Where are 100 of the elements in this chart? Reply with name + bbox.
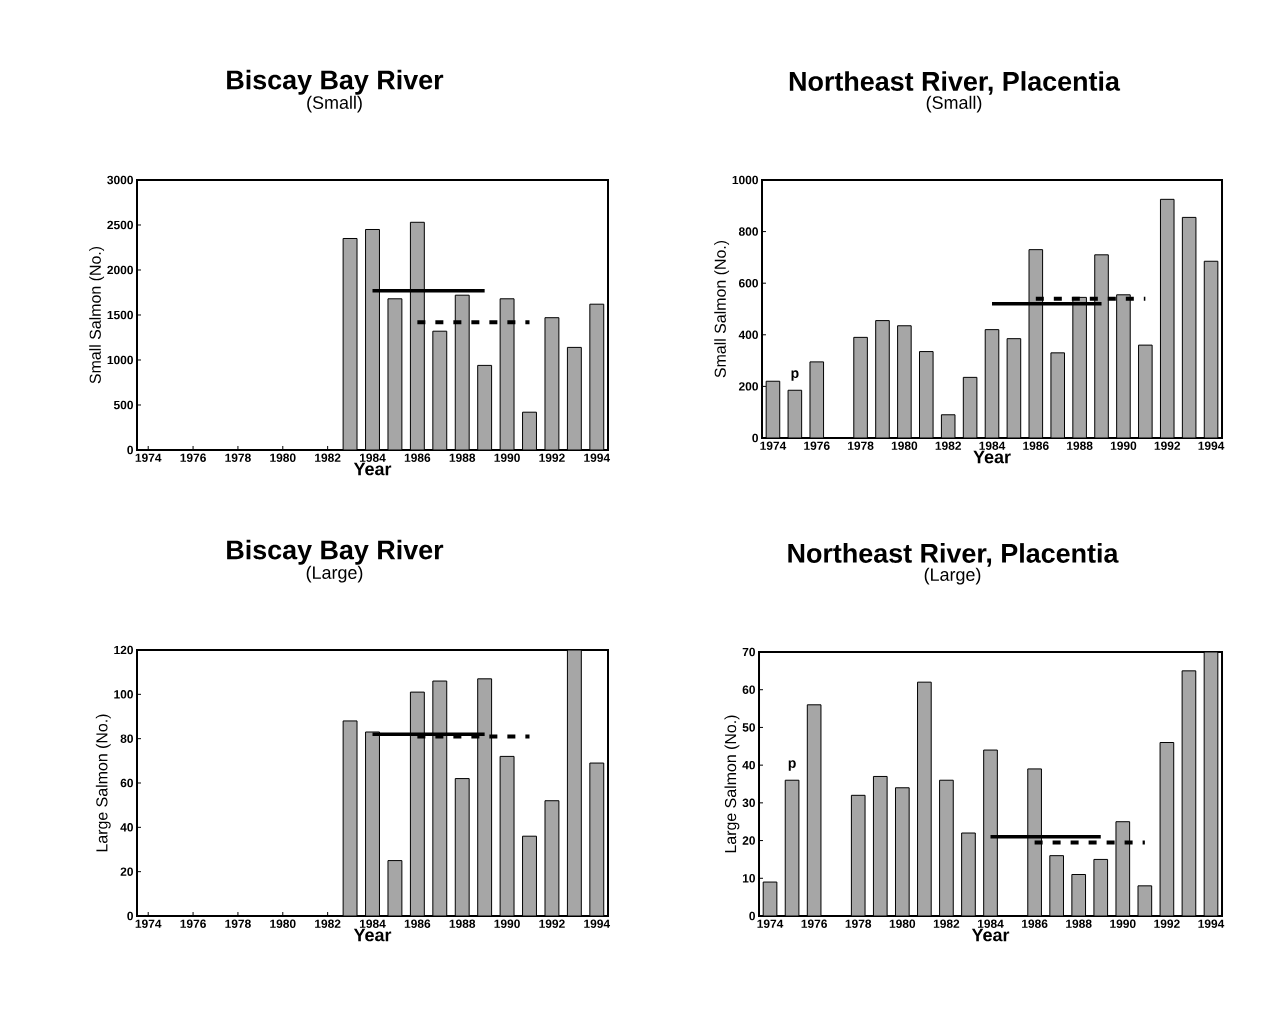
x-tick-label: 1992 [1154, 919, 1180, 928]
y-tick-label: 60 [120, 778, 133, 788]
bar [1072, 296, 1087, 438]
x-tick-label: 1990 [494, 919, 520, 928]
bar [1116, 294, 1131, 438]
x-axis-title: Year [973, 450, 1011, 464]
chart-title: Biscay Bay River [227, 69, 444, 95]
bar [566, 346, 582, 450]
bar [897, 325, 912, 438]
y-tick-label: 70 [742, 647, 755, 657]
x-tick-label: 1990 [1110, 441, 1137, 450]
x-tick-label: 1982 [935, 441, 962, 450]
y-axis-title: Large Salmon (No.) [724, 715, 740, 853]
bar [477, 678, 493, 916]
bar [522, 835, 537, 916]
y-tick-label: 50 [742, 723, 755, 732]
y-tick-label: 1000 [732, 175, 758, 185]
y-tick-label: 80 [120, 734, 133, 743]
y-tick-label: 40 [742, 760, 755, 770]
y-tick-label: 200 [738, 382, 758, 391]
x-tick-label: 1980 [889, 919, 916, 928]
x-axis-title: Year [971, 928, 1010, 942]
x-tick-label: 1976 [180, 453, 206, 462]
y-axis-title: Small Salmon (No.) [714, 240, 730, 378]
x-tick-label: 1976 [180, 919, 206, 928]
x-tick-label: 1992 [539, 919, 565, 928]
y-tick-label: 0 [749, 911, 755, 921]
bar [1094, 254, 1109, 438]
bar [566, 650, 582, 916]
x-tick-label: 1984 [359, 453, 386, 462]
x-tick-label: 1976 [801, 919, 827, 928]
y-tick-label: 20 [120, 867, 133, 876]
bar [917, 681, 932, 916]
bar [939, 779, 954, 916]
bar [983, 749, 998, 916]
x-tick-label: 1978 [845, 919, 872, 928]
x-tick-label: 1984 [977, 919, 1004, 928]
chart-subtitle: (Small) [926, 95, 982, 113]
x-tick-label: 1986 [1022, 919, 1048, 928]
y-tick-label: 2000 [107, 265, 133, 275]
bar [432, 680, 448, 916]
y-tick-label: 500 [113, 400, 133, 410]
bar [477, 364, 493, 450]
x-tick-label: 1994 [584, 919, 611, 928]
chart-subtitle: (Large) [924, 567, 981, 585]
x-tick-label: 1974 [760, 441, 787, 450]
x-tick-label: 1984 [359, 919, 386, 928]
y-tick-label: 0 [752, 433, 758, 443]
x-tick-label: 1986 [404, 919, 431, 928]
x-tick-label: 1988 [1067, 441, 1093, 450]
y-tick-label: 0 [127, 445, 133, 455]
x-tick-label: 1992 [1154, 441, 1181, 450]
y-tick-label: 100 [114, 690, 133, 699]
bar [894, 787, 910, 916]
bar [853, 336, 868, 438]
bar [589, 303, 605, 450]
chart-title: Northeast River, Placentia [788, 543, 1119, 567]
bar [589, 762, 605, 916]
y-tick-label: 40 [120, 823, 133, 832]
chart-subtitle: (Large) [306, 565, 363, 583]
y-tick-label: 3000 [107, 175, 133, 185]
x-tick-label: 1982 [933, 919, 960, 928]
y-tick-label: 30 [742, 798, 755, 808]
bar [432, 330, 448, 450]
bar [875, 320, 890, 438]
x-tick-label: 1984 [979, 441, 1006, 450]
y-tick-label: 120 [114, 645, 133, 655]
bar [961, 832, 976, 916]
x-tick-label: 1988 [1066, 919, 1092, 928]
x-tick-label: 1974 [135, 453, 162, 462]
x-tick-label: 1978 [225, 919, 251, 928]
x-tick-label: 1994 [584, 453, 611, 462]
x-tick-label: 1994 [1198, 441, 1225, 450]
chart-title: Biscay Bay River [227, 539, 444, 565]
x-tick-label: 1974 [757, 919, 784, 928]
y-tick-label: 10 [742, 874, 755, 883]
x-tick-label: 1990 [494, 453, 520, 462]
y-tick-label: 1500 [107, 310, 133, 320]
annotation: p [791, 370, 799, 381]
x-tick-label: 1988 [449, 453, 476, 462]
x-tick-label: 1974 [135, 919, 162, 928]
x-tick-label: 1986 [1023, 441, 1049, 450]
x-tick-label: 1980 [270, 453, 296, 462]
annotation: p [788, 760, 796, 771]
bar [454, 778, 470, 916]
bar [1027, 768, 1042, 916]
y-tick-label: 2500 [107, 220, 133, 230]
x-tick-label: 1982 [315, 919, 341, 928]
x-tick-label: 1982 [315, 453, 341, 462]
bar [409, 691, 425, 916]
bar [409, 221, 425, 450]
x-tick-label: 1992 [539, 453, 565, 462]
x-axis-title: Year [353, 462, 392, 476]
y-tick-label: 20 [742, 836, 755, 845]
y-tick-label: 800 [738, 227, 758, 236]
chart-subtitle: (Small) [307, 95, 362, 113]
x-tick-label: 1978 [848, 441, 874, 450]
y-axis-title: Small Salmon (No.) [89, 246, 105, 384]
y-tick-label: 0 [127, 911, 133, 921]
x-tick-label: 1978 [225, 453, 251, 462]
